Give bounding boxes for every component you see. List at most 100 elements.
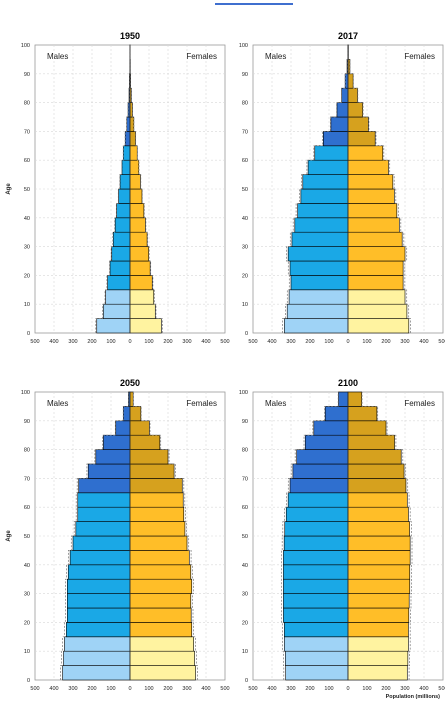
y-axis-title: Age bbox=[6, 530, 12, 542]
y-tick-label: 40 bbox=[242, 216, 248, 222]
male-bar bbox=[123, 406, 131, 422]
female-bar bbox=[347, 593, 410, 609]
male-bar bbox=[105, 289, 131, 305]
male-bar bbox=[75, 521, 131, 537]
female-bar bbox=[129, 607, 192, 623]
y-tick-label: 10 bbox=[242, 649, 248, 655]
male-bar bbox=[77, 506, 131, 522]
female-bar bbox=[347, 145, 384, 161]
y-tick-label: 50 bbox=[24, 187, 30, 193]
x-tick-label: 400 bbox=[267, 339, 276, 345]
male-bar bbox=[62, 665, 131, 681]
y-tick-label: 30 bbox=[24, 592, 30, 598]
males-label: Males bbox=[265, 52, 286, 61]
male-bar bbox=[64, 636, 131, 652]
x-tick-label: 400 bbox=[201, 339, 210, 345]
male-bar bbox=[289, 478, 349, 494]
female-bar bbox=[347, 578, 411, 594]
y-tick-label: 80 bbox=[242, 448, 248, 454]
female-outline bbox=[348, 45, 411, 333]
pyramid-panel-1950: 1950 Males Females 0 10 20 30 40 50 60 70 80 90 100 50… bbox=[6, 31, 230, 345]
female-bar bbox=[347, 318, 410, 334]
females-label: Females bbox=[186, 52, 217, 61]
female-bar bbox=[347, 420, 387, 436]
female-bar bbox=[129, 246, 149, 262]
male-bar bbox=[72, 535, 131, 551]
top-link-underline[interactable] bbox=[215, 3, 293, 5]
female-bar bbox=[129, 275, 153, 291]
male-bar bbox=[294, 217, 349, 233]
y-tick-label: 100 bbox=[239, 43, 248, 49]
male-bar bbox=[283, 607, 349, 623]
male-bar bbox=[304, 434, 349, 450]
males-label: Males bbox=[47, 52, 68, 61]
x-tick-label: 0 bbox=[346, 686, 349, 692]
female-bar bbox=[129, 188, 143, 204]
y-tick-label: 80 bbox=[24, 448, 30, 454]
x-tick-label: 300 bbox=[68, 339, 77, 345]
panel-title: 2100 bbox=[338, 378, 358, 388]
x-tick-label: 400 bbox=[419, 686, 428, 692]
male-bar bbox=[284, 318, 349, 334]
male-outline bbox=[95, 45, 131, 333]
female-bar bbox=[129, 116, 135, 132]
x-tick-label: 400 bbox=[419, 339, 428, 345]
male-bar bbox=[287, 246, 349, 262]
x-tick-label: 200 bbox=[87, 686, 96, 692]
y-tick-label: 50 bbox=[24, 534, 30, 540]
male-bar bbox=[285, 665, 349, 681]
x-tick-label: 100 bbox=[144, 339, 153, 345]
male-bar bbox=[283, 593, 349, 609]
male-bar bbox=[77, 492, 131, 508]
male-bar bbox=[124, 131, 131, 147]
y-tick-label: 20 bbox=[242, 620, 248, 626]
male-bar bbox=[67, 607, 131, 623]
male-bar bbox=[307, 159, 349, 175]
males-label: Males bbox=[265, 399, 286, 408]
female-bar bbox=[347, 203, 398, 219]
male-bar bbox=[302, 174, 349, 190]
x-tick-label: 200 bbox=[87, 339, 96, 345]
female-outline bbox=[129, 45, 163, 333]
x-tick-label: 500 bbox=[30, 339, 39, 345]
male-bar bbox=[297, 203, 349, 219]
y-tick-label: 50 bbox=[242, 534, 248, 540]
female-bar bbox=[129, 203, 145, 219]
female-outline bbox=[361, 392, 413, 680]
male-bar bbox=[119, 174, 131, 190]
male-bar bbox=[300, 188, 349, 204]
female-bar bbox=[129, 217, 146, 233]
x-tick-label: 300 bbox=[286, 686, 295, 692]
female-bar bbox=[347, 260, 404, 276]
y-tick-label: 90 bbox=[24, 72, 30, 78]
female-bar bbox=[129, 303, 156, 319]
female-bar bbox=[129, 506, 185, 522]
female-bar bbox=[347, 521, 410, 537]
female-bar bbox=[129, 449, 169, 465]
female-bar bbox=[347, 188, 395, 204]
y-tick-label: 70 bbox=[24, 129, 30, 135]
female-bar bbox=[347, 463, 405, 479]
female-bar bbox=[129, 174, 141, 190]
y-tick-label: 30 bbox=[242, 245, 248, 251]
male-bar bbox=[78, 478, 131, 494]
x-tick-label: 200 bbox=[381, 339, 390, 345]
male-bar bbox=[103, 434, 131, 450]
y-tick-label: 90 bbox=[24, 419, 30, 425]
y-tick-label: 0 bbox=[27, 331, 30, 337]
x-tick-label: 0 bbox=[128, 339, 131, 345]
y-tick-label: 100 bbox=[239, 390, 248, 396]
male-bar bbox=[291, 231, 349, 247]
x-tick-label: 300 bbox=[182, 686, 191, 692]
male-bar bbox=[322, 131, 349, 147]
x-axis-title: Population (millions) bbox=[386, 694, 441, 700]
female-bar bbox=[347, 478, 407, 494]
female-bar bbox=[347, 303, 408, 319]
male-bar bbox=[296, 449, 349, 465]
male-outline bbox=[281, 392, 339, 680]
female-bar bbox=[347, 492, 408, 508]
y-tick-label: 70 bbox=[242, 476, 248, 482]
male-bar bbox=[107, 275, 131, 291]
female-bar bbox=[129, 391, 134, 407]
male-bar bbox=[283, 535, 349, 551]
